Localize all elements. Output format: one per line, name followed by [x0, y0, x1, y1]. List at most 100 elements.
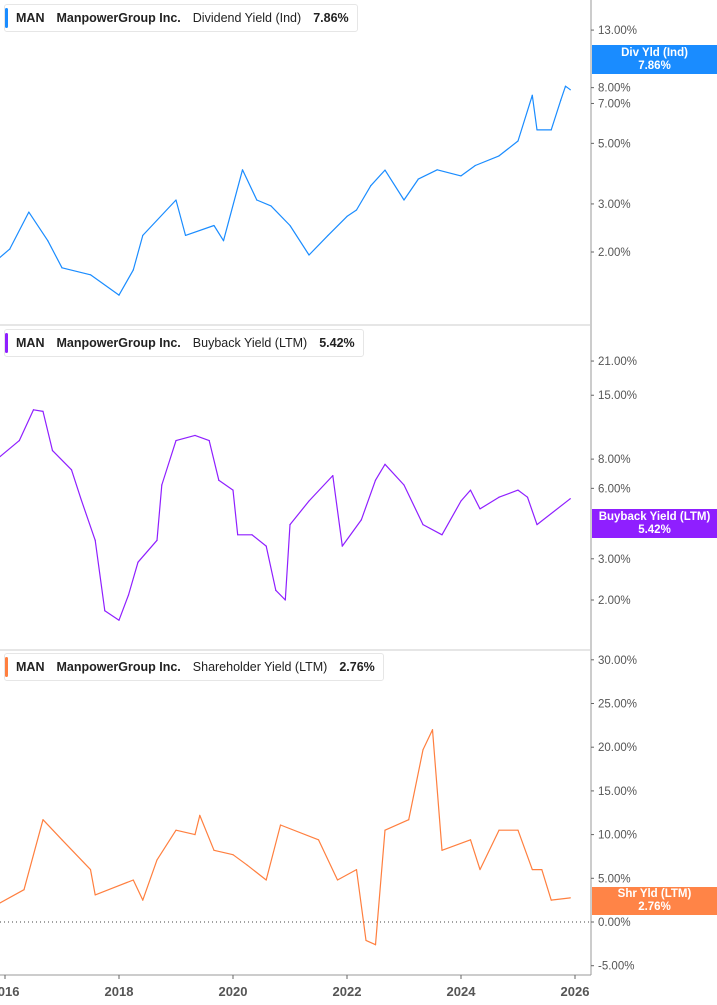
x-tick-label: 2024 [447, 984, 477, 999]
legend-value: 5.42% [319, 336, 355, 350]
data-point [222, 240, 225, 242]
data-point [517, 140, 519, 142]
data-point [564, 85, 567, 87]
value-label-value: 2.76% [638, 901, 671, 913]
data-point [384, 829, 386, 831]
series-line [0, 409, 571, 621]
data-point [256, 199, 258, 201]
series-color-bar [5, 333, 8, 353]
y-tick-label: 25.00% [598, 699, 637, 711]
data-point [23, 889, 25, 891]
legend-metric: Shareholder Yield (LTM) [192, 660, 328, 674]
value-label-value: 5.42% [638, 524, 671, 536]
legend-metric: Buyback Yield (LTM) [192, 336, 308, 350]
data-point [213, 224, 215, 227]
data-point [118, 619, 120, 621]
data-point [460, 175, 462, 177]
data-point [317, 839, 320, 841]
y-tick-label: 15.00% [598, 390, 637, 402]
legend-shareholder-yield: MAN ManpowerGroup Inc. Shareholder Yield… [4, 653, 384, 681]
data-point [28, 211, 30, 213]
data-point [175, 439, 177, 442]
value-label-buyback-yield: Buyback Yield (LTM) 5.42% [592, 509, 717, 538]
data-point [232, 489, 234, 491]
value-label-name: Div Yld (Ind) [621, 47, 688, 59]
data-point [531, 94, 533, 96]
data-point [175, 199, 177, 201]
data-point [308, 500, 310, 502]
data-point [541, 868, 543, 871]
data-point [422, 524, 424, 526]
data-point [132, 879, 134, 881]
data-point [360, 519, 362, 521]
data-point [531, 868, 533, 871]
y-tick-label: 2.00% [598, 595, 631, 607]
data-point [241, 169, 244, 171]
x-tick-label: 2018 [105, 984, 134, 999]
y-tick-label: 20.00% [598, 742, 637, 754]
y-tick-label: -5.00% [598, 961, 634, 973]
data-point [370, 185, 372, 187]
data-point [184, 234, 187, 237]
x-tick-label: 2020 [219, 984, 248, 999]
data-point [403, 484, 405, 486]
data-point [265, 545, 267, 547]
series-color-bar [5, 8, 8, 28]
data-point [550, 899, 552, 901]
data-point [517, 829, 519, 831]
data-point [569, 89, 571, 91]
data-point [18, 439, 20, 442]
data-point [308, 254, 310, 256]
value-label-shareholder-yield: Shr Yld (LTM) 2.76% [592, 887, 717, 915]
data-point [374, 479, 377, 481]
data-point [104, 610, 106, 612]
data-point [289, 224, 291, 227]
data-point [436, 169, 438, 171]
data-point [355, 209, 358, 211]
data-point [498, 155, 500, 157]
data-point [341, 545, 343, 547]
y-tick-label: 5.00% [598, 138, 631, 150]
data-point [80, 498, 82, 500]
data-point [118, 294, 120, 296]
legend-metric: Dividend Yield (Ind) [192, 11, 302, 25]
legend-value: 7.86% [313, 11, 349, 25]
data-point [498, 829, 500, 831]
series-color-bar [5, 657, 8, 677]
series-line [0, 85, 571, 296]
data-point [137, 561, 139, 563]
data-point [408, 819, 410, 821]
data-point [569, 498, 571, 500]
data-point [384, 463, 386, 465]
data-point [32, 409, 35, 411]
data-point [441, 849, 443, 851]
data-point [384, 169, 386, 171]
data-point [498, 496, 500, 498]
data-point [279, 824, 282, 826]
data-point [265, 879, 267, 881]
data-point [142, 234, 144, 237]
legend-value: 2.76% [339, 660, 375, 674]
data-point [89, 274, 92, 276]
legend-ticker: MAN [16, 660, 45, 674]
data-point [70, 469, 73, 471]
data-point [194, 834, 196, 836]
data-point [161, 484, 163, 486]
y-tick-label: 3.00% [598, 554, 631, 566]
legend-company: ManpowerGroup Inc. [56, 660, 181, 674]
data-point [127, 594, 130, 596]
x-tick-label: 2022 [333, 984, 362, 999]
data-point [232, 854, 234, 856]
data-point [327, 234, 329, 237]
legend-company: ManpowerGroup Inc. [56, 336, 181, 350]
y-tick-label: 0.00% [598, 917, 631, 929]
y-tick-label: 10.00% [598, 830, 637, 842]
value-label-value: 7.86% [638, 60, 671, 72]
data-point [422, 749, 424, 751]
data-point [289, 524, 291, 526]
data-point [355, 868, 358, 871]
series-line [0, 729, 571, 946]
data-point [336, 879, 339, 881]
y-tick-label: 7.00% [598, 98, 631, 110]
